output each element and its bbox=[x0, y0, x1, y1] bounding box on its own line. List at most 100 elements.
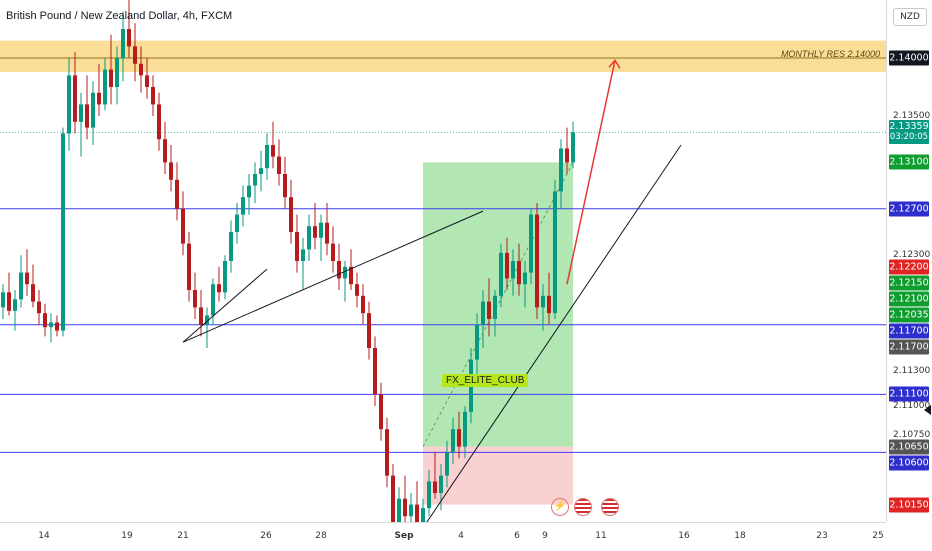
candle-body bbox=[37, 301, 41, 314]
time-axis[interactable]: 14 19 21 26 28 Sep 4 6 9 11 16 18 23 25 bbox=[0, 522, 886, 551]
candle-body bbox=[277, 156, 281, 174]
candle-body bbox=[331, 243, 335, 261]
candle-body bbox=[337, 261, 341, 279]
candle-body bbox=[415, 504, 419, 522]
candle-body bbox=[109, 69, 113, 87]
candle-body bbox=[205, 315, 209, 325]
candlestick-chart bbox=[0, 0, 886, 522]
bolt-icon[interactable]: ⚡ bbox=[551, 498, 569, 516]
chart-plot-area[interactable]: British Pound / New Zealand Dollar, 4h, … bbox=[0, 0, 886, 522]
candle-body bbox=[211, 284, 215, 316]
candle-body bbox=[541, 295, 545, 308]
x-tick-label: 6 bbox=[514, 531, 520, 541]
candle-body bbox=[325, 222, 329, 244]
candle-body bbox=[163, 139, 167, 163]
candle-body bbox=[151, 87, 155, 105]
candle-body bbox=[529, 214, 533, 273]
candle-body bbox=[13, 299, 17, 311]
watermark-label: FX_ELITE_CLUB bbox=[442, 374, 529, 387]
candle-body bbox=[67, 75, 71, 134]
y-tick-label: 2.13500 bbox=[893, 111, 931, 121]
candle-body bbox=[19, 272, 23, 300]
candle-body bbox=[553, 191, 557, 314]
price-axis[interactable]: NZD 2.13500 2.12300 2.11300 2.11000 2.10750 2… bbox=[886, 0, 932, 522]
x-tick-label: 9 bbox=[542, 531, 548, 541]
candle-body bbox=[49, 322, 53, 328]
x-tick-label: Sep bbox=[394, 531, 414, 541]
price-badge: 2.12100 bbox=[889, 291, 929, 307]
price-badge: 2.12035 bbox=[889, 307, 929, 323]
candle-body bbox=[157, 104, 161, 140]
candle-body bbox=[421, 508, 425, 522]
candle-body bbox=[223, 261, 227, 293]
price-badge: 2.10600 bbox=[889, 455, 929, 471]
candle-body bbox=[367, 313, 371, 348]
candle-body bbox=[289, 197, 293, 232]
candle-body bbox=[73, 75, 77, 122]
candle-body bbox=[121, 29, 125, 58]
resistance-zone-label: MONTHLY RES 2.14000 bbox=[780, 49, 880, 59]
currency-button[interactable]: NZD bbox=[893, 8, 927, 26]
price-badge: 2.13100 bbox=[889, 154, 929, 170]
candle-body bbox=[499, 252, 503, 296]
candle-body bbox=[307, 226, 311, 250]
candle-body bbox=[145, 75, 149, 87]
candle-body bbox=[217, 284, 221, 293]
candle-body bbox=[475, 324, 479, 360]
uk-flag-icon[interactable] bbox=[601, 498, 619, 516]
candle-body bbox=[385, 429, 389, 476]
candle-body bbox=[229, 232, 233, 261]
candle-body bbox=[235, 214, 239, 232]
x-tick-label: 23 bbox=[816, 531, 828, 541]
candle-body bbox=[445, 452, 449, 476]
candle-body bbox=[181, 208, 185, 244]
x-tick-label: 4 bbox=[458, 531, 464, 541]
candle-body bbox=[295, 232, 299, 261]
price-badge: 2.11700 bbox=[889, 323, 929, 339]
projection-arrow-line bbox=[566, 60, 616, 285]
candle-body bbox=[247, 185, 251, 198]
resistance-zone bbox=[0, 40, 886, 72]
candle-body bbox=[505, 252, 509, 279]
candle-body bbox=[355, 284, 359, 296]
candle-body bbox=[85, 104, 89, 128]
x-tick-label: 16 bbox=[678, 531, 690, 541]
price-badge: 2.12200 bbox=[889, 259, 929, 275]
candle-body bbox=[127, 29, 131, 47]
x-tick-label: 11 bbox=[595, 531, 607, 541]
candle-body bbox=[301, 249, 305, 261]
lower-trendline bbox=[182, 268, 268, 343]
x-tick-label: 21 bbox=[177, 531, 189, 541]
candle-body bbox=[565, 148, 569, 163]
uk-flag-icon[interactable] bbox=[574, 498, 592, 516]
candle-body bbox=[481, 301, 485, 325]
price-badge: 2.10650 bbox=[889, 439, 929, 455]
price-badge: 2.12700 bbox=[889, 201, 929, 217]
candle-body bbox=[199, 307, 203, 325]
candle-body bbox=[493, 295, 497, 319]
candle-body bbox=[559, 148, 563, 192]
candle-body bbox=[271, 145, 275, 157]
candle-body bbox=[25, 272, 29, 285]
candle-body bbox=[139, 63, 143, 76]
price-badge: 2.11700 bbox=[889, 339, 929, 355]
x-tick-label: 18 bbox=[734, 531, 746, 541]
candle-body bbox=[43, 313, 47, 328]
x-tick-label: 19 bbox=[121, 531, 133, 541]
candle-body bbox=[403, 498, 407, 517]
candle-body bbox=[193, 290, 197, 308]
x-tick-label: 26 bbox=[260, 531, 272, 541]
candle-body bbox=[343, 266, 347, 279]
candle-body bbox=[571, 132, 575, 163]
candle-body bbox=[463, 411, 467, 447]
candle-body bbox=[175, 179, 179, 209]
chart-title: British Pound / New Zealand Dollar, 4h, … bbox=[6, 10, 233, 22]
x-tick-label: 14 bbox=[38, 531, 50, 541]
projection-arrow-head bbox=[608, 59, 621, 69]
candle-body bbox=[259, 168, 263, 174]
candle-body bbox=[253, 174, 257, 186]
x-tick-label: 25 bbox=[872, 531, 884, 541]
candle-body bbox=[349, 266, 353, 285]
price-badge: 2.13359 03:20:05 bbox=[889, 120, 929, 145]
candle-body bbox=[169, 162, 173, 180]
